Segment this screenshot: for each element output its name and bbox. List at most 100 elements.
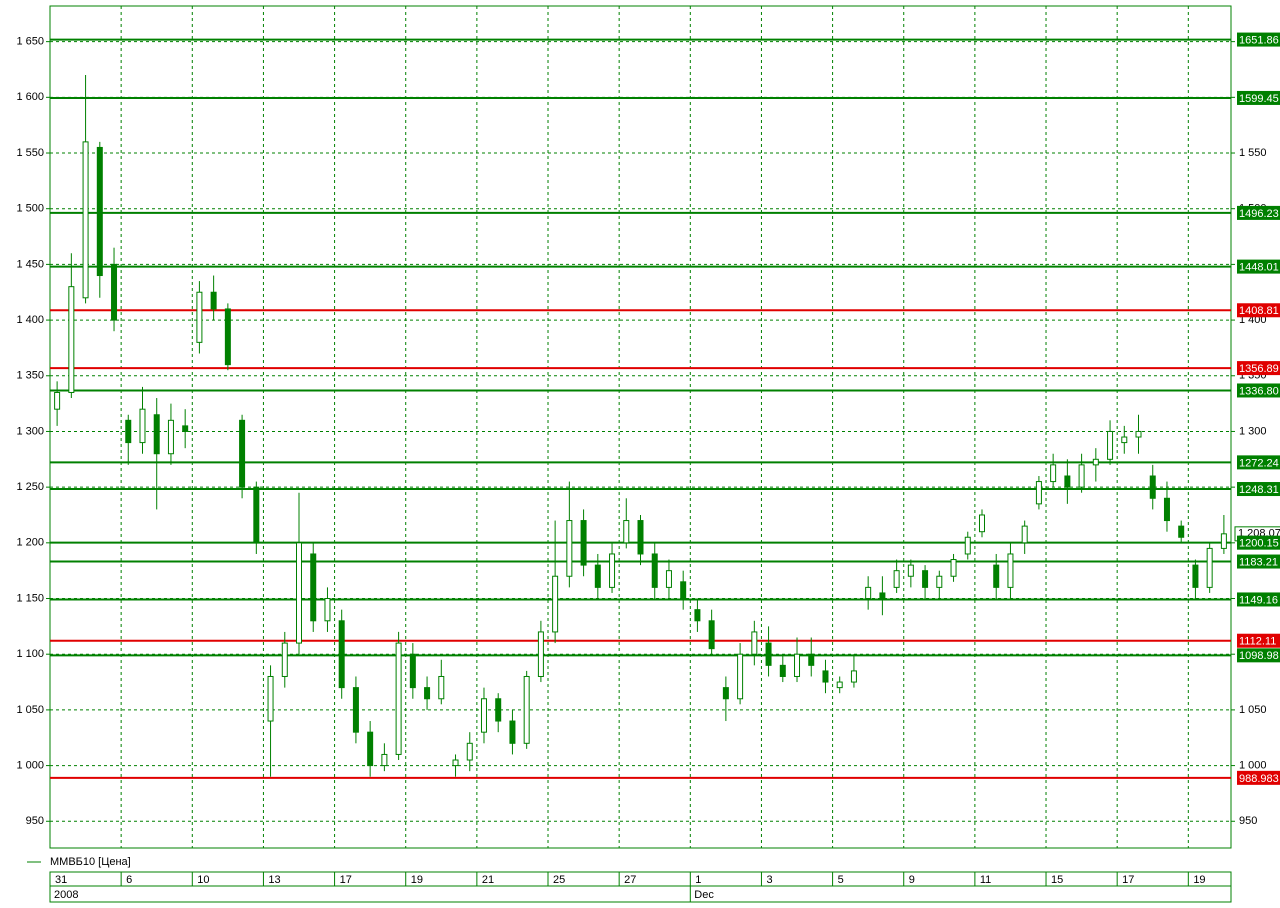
- candle-body: [210, 291, 217, 310]
- y-tick-label: 1 150: [16, 592, 44, 604]
- candle-body: [153, 414, 160, 455]
- candle-body: [523, 675, 530, 744]
- y-tick-label: 1 100: [16, 648, 44, 660]
- candle-body: [651, 553, 658, 588]
- candle-body: [1007, 553, 1014, 588]
- x-tick-label: 31: [55, 874, 67, 886]
- candle-body: [1135, 430, 1142, 438]
- candle-body: [139, 408, 146, 444]
- candle-body: [424, 687, 431, 700]
- plot-frame: [49, 5, 1232, 849]
- level-label-box: [1237, 648, 1280, 663]
- candle-body: [1220, 533, 1227, 549]
- candle-body: [794, 653, 801, 677]
- level-label: 1336.80: [1239, 385, 1279, 397]
- y-tick-label: 1 450: [16, 258, 44, 270]
- x-tick-label: 11: [980, 874, 991, 886]
- candle-body: [68, 286, 75, 393]
- legend-label: ММВБ10 [Цена]: [50, 856, 131, 868]
- x-tick-label: 9: [909, 874, 915, 886]
- level-label: 1651.86: [1239, 34, 1279, 46]
- x-tick-label: 1: [695, 874, 701, 886]
- y-tick-label: 1 550: [16, 147, 44, 159]
- candle-body: [1192, 564, 1199, 588]
- y-tick-label: 1 400: [16, 314, 44, 326]
- candle-body: [495, 698, 502, 722]
- x-tick-label: 25: [553, 874, 565, 886]
- level-label: 1098.98: [1239, 650, 1279, 662]
- y-tick-label: 1 200: [16, 537, 44, 549]
- candle-body: [936, 575, 943, 588]
- candle-body: [54, 391, 61, 410]
- y-tick-label: 1 500: [16, 203, 44, 215]
- candle-body: [310, 553, 317, 622]
- candle-body: [167, 419, 174, 455]
- x-tick-label: 5: [838, 874, 844, 886]
- level-label-box: [1237, 259, 1280, 274]
- candle-body: [808, 653, 815, 666]
- candle-body: [765, 642, 772, 666]
- candle-body: [352, 687, 359, 733]
- period-label: Dec: [694, 889, 714, 901]
- candle-body: [239, 419, 246, 488]
- level-label: 1248.31: [1239, 484, 1279, 496]
- y-tick-label: 1 000: [16, 759, 44, 771]
- x-tick-label: 3: [766, 874, 772, 886]
- x-tick-label: 17: [340, 874, 352, 886]
- level-label: 1448.01: [1239, 262, 1279, 274]
- candle-body: [1107, 430, 1114, 460]
- level-label-box: [1237, 383, 1280, 398]
- candle-body: [822, 670, 829, 683]
- candle-body: [111, 263, 118, 321]
- candle-body: [708, 620, 715, 650]
- candle-body: [324, 598, 331, 622]
- y-tick-label: 1 250: [16, 481, 44, 493]
- level-label: 1272.24: [1239, 457, 1279, 469]
- candle-body: [409, 653, 416, 689]
- candle-body: [395, 642, 402, 755]
- date-axis: [49, 871, 1232, 903]
- candle-body: [552, 575, 559, 633]
- level-label-box: [1237, 633, 1280, 648]
- candle-body: [922, 570, 929, 588]
- candle-body: [751, 631, 758, 655]
- candle-body: [438, 675, 445, 700]
- y-tick-label: 1 350: [16, 370, 44, 382]
- candle-body: [480, 698, 487, 733]
- candle-body: [680, 581, 687, 600]
- candle-body: [1163, 497, 1170, 522]
- candle-body: [182, 425, 189, 432]
- candle-body: [466, 742, 473, 761]
- candle-body: [1064, 475, 1071, 488]
- x-tick-label: 27: [624, 874, 636, 886]
- level-label: 1149.16: [1239, 594, 1278, 606]
- candle-body: [594, 564, 601, 588]
- level-label: 1408.81: [1239, 305, 1279, 317]
- level-label: 1356.89: [1239, 363, 1279, 375]
- candle-body: [694, 609, 701, 622]
- candle-body: [267, 675, 274, 722]
- level-label-box: [1237, 205, 1280, 220]
- candle-body: [580, 520, 587, 566]
- level-label: 1599.45: [1239, 93, 1279, 105]
- y-tick-label: 1 600: [16, 91, 44, 103]
- candle-body: [537, 631, 544, 677]
- candle-body: [1021, 525, 1028, 544]
- candle-body: [722, 687, 729, 700]
- candle-body: [1050, 464, 1057, 483]
- candle-body: [993, 564, 1000, 588]
- x-tick-label: 19: [1193, 874, 1205, 886]
- level-label-box: [1237, 90, 1280, 105]
- candle-body: [566, 520, 573, 577]
- x-tick-label: 10: [197, 874, 209, 886]
- candle-body: [509, 720, 516, 744]
- y2-tick-label: 1 050: [1239, 704, 1267, 716]
- candle-body: [1149, 475, 1156, 499]
- candle-body: [82, 141, 89, 299]
- level-label-box: [1237, 535, 1280, 550]
- candle-body: [665, 570, 672, 588]
- candle-body: [196, 291, 203, 343]
- candle-body: [893, 570, 900, 588]
- candle-body: [281, 642, 288, 677]
